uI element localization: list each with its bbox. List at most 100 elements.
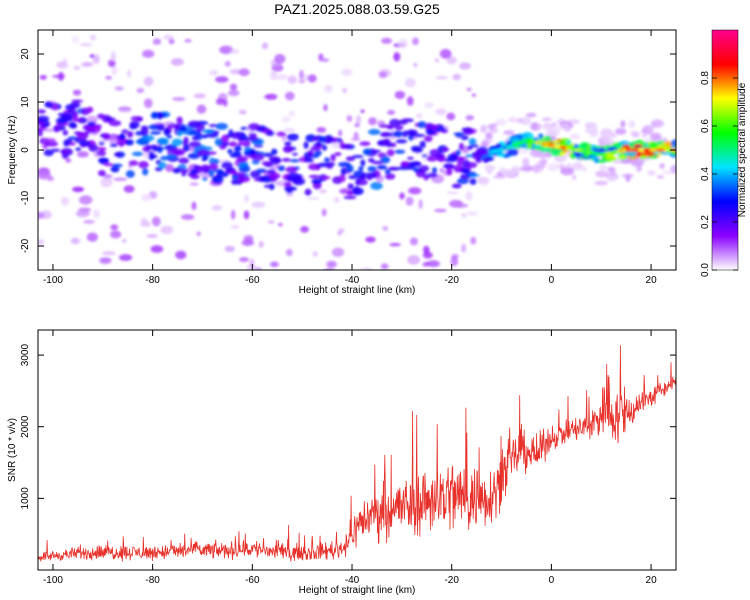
spectrogram-cell xyxy=(248,123,260,131)
colorbar-tick-label: 0.0 xyxy=(700,263,711,277)
spectrogram-cell xyxy=(366,174,373,181)
spectrogram-cell xyxy=(265,130,275,137)
spectrogram-cell xyxy=(263,184,272,188)
spectrogram-cell xyxy=(628,120,636,129)
spectrogram-cell xyxy=(67,107,77,115)
spectrogram-cell xyxy=(258,176,266,183)
spectrogram-cell xyxy=(187,152,201,160)
spectrogram-cell xyxy=(68,121,76,129)
spectrogram-cell xyxy=(248,132,257,138)
spectrogram-cell xyxy=(318,135,327,143)
spectrogram-cell xyxy=(345,156,356,162)
spectrogram-cell xyxy=(237,142,243,146)
spectrogram-cell xyxy=(360,172,366,181)
spectrogram-cell xyxy=(111,65,118,76)
spectrogram-cell xyxy=(418,199,423,210)
spectrogram-cell xyxy=(211,175,224,184)
spectrogram-cell xyxy=(276,131,286,137)
spectrogram-cell xyxy=(277,165,286,172)
spectrogram-cell xyxy=(253,144,264,148)
spectrogram-cell xyxy=(96,150,107,157)
spectrogram-cell xyxy=(439,48,452,59)
colorbar-label: Normalized spectral amplitude xyxy=(737,82,748,217)
spectrogram-cell xyxy=(321,175,331,180)
spectrogram-cell xyxy=(270,70,278,81)
snr-series-line xyxy=(38,345,676,562)
spectrogram-cell xyxy=(92,54,100,65)
spectrogram-cell xyxy=(202,177,208,181)
spectrogram-cell xyxy=(151,216,161,227)
spectrogram-cell xyxy=(268,172,281,180)
spectrogram-cell xyxy=(382,226,389,231)
spectrogram-cell xyxy=(282,157,291,162)
spectrogram-cell xyxy=(209,69,219,76)
spectrogram-cell xyxy=(416,113,423,118)
spectrogram-cell xyxy=(445,191,460,195)
spectrogram-cell xyxy=(240,126,248,130)
spectrogram-cell xyxy=(83,219,95,224)
spectrogram-cell xyxy=(359,266,373,270)
spectrogram-cell xyxy=(123,185,135,193)
spectrogram-cell xyxy=(482,157,490,164)
spectrogram-cell xyxy=(468,138,477,146)
spectrogram-cell xyxy=(404,78,416,88)
spectrogram-cell xyxy=(310,146,322,152)
spectrogram-cell xyxy=(79,43,93,47)
spectrogram-cell xyxy=(126,131,134,138)
spectrogram-cell xyxy=(163,128,171,136)
spectrogram-cell xyxy=(289,158,301,163)
spectrogram-cell xyxy=(409,237,418,246)
spectrogram-cell xyxy=(182,169,190,173)
spectrogram-cell xyxy=(243,235,254,242)
spectrogram-cell xyxy=(227,148,233,155)
spectrogram-cell xyxy=(241,239,255,246)
spectrogram-cell xyxy=(72,118,84,122)
spectrogram-cell xyxy=(307,196,320,201)
spectrogram-cell xyxy=(56,117,67,124)
spectrogram-cell xyxy=(175,250,187,260)
spectrogram-cell xyxy=(604,158,613,162)
spectrogram-cell xyxy=(264,93,278,100)
spectrogram-y-tick-label: -10 xyxy=(20,190,31,205)
spectrogram-cell xyxy=(401,118,414,123)
spectrogram-cell xyxy=(426,172,438,178)
spectrogram-cell xyxy=(193,93,206,99)
spectrogram-x-tick-label: -40 xyxy=(345,275,360,286)
spectrogram-cell xyxy=(600,128,613,138)
spectrogram-cell xyxy=(288,110,295,117)
spectrogram-cell xyxy=(340,143,353,149)
spectrogram-cell xyxy=(158,161,167,169)
spectrogram-x-tick-label: -60 xyxy=(245,275,260,286)
spectrogram-cell xyxy=(440,129,449,134)
spectrogram-cell xyxy=(450,256,459,267)
spectrogram-cell xyxy=(455,149,461,156)
spectrogram-cell xyxy=(422,261,430,267)
spectrogram-cell xyxy=(333,197,340,203)
snr-x-tick-label: -80 xyxy=(145,575,160,586)
spectrogram-cell xyxy=(326,260,337,268)
spectrogram-cell xyxy=(51,148,61,152)
spectrogram-cell xyxy=(71,35,79,43)
colorbar-tick-label: 0.4 xyxy=(700,167,711,181)
spectrogram-cell xyxy=(196,231,201,237)
spectrogram-cell xyxy=(598,164,607,171)
spectrogram-cell xyxy=(38,109,47,114)
spectrogram-cell xyxy=(211,205,223,211)
spectrogram-cell xyxy=(471,93,476,97)
spectrogram-cell xyxy=(119,107,132,113)
spectrogram-cell xyxy=(368,117,377,126)
spectrogram-cell xyxy=(122,238,127,243)
spectrogram-cell xyxy=(238,109,247,115)
spectrogram-cell xyxy=(560,123,570,130)
spectrogram-cell xyxy=(229,49,240,54)
spectrogram-cell xyxy=(406,96,414,106)
spectrogram-cell xyxy=(636,151,643,157)
spectrogram-cell xyxy=(521,132,530,138)
spectrogram-cell xyxy=(519,116,532,126)
spectrogram-cell xyxy=(389,118,401,127)
spectrogram-cell xyxy=(39,74,47,80)
spectrogram-cell xyxy=(267,220,275,224)
spectrogram-cell xyxy=(381,37,393,44)
spectrogram-cell xyxy=(432,167,438,174)
